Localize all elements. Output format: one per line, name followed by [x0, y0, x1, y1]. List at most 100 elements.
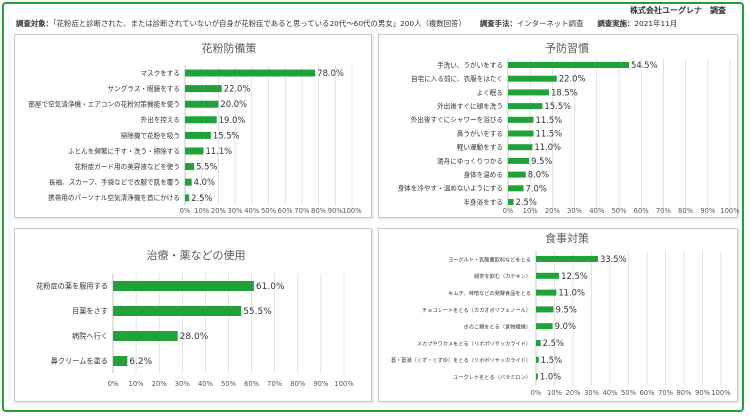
habit-category-label: 軽い運動をする	[457, 143, 503, 152]
chart-panel-pollen-defense: 花粉防備策 0% 10% 20% 30% 40% 50% 60% 70% 80% 90% 100% マス…	[14, 34, 372, 218]
survey-date-label: 調査実施：	[597, 19, 635, 28]
diet-category-label: ヨーグルト・乳酸菌飲料などをとる	[448, 255, 531, 263]
pollen-category-label: 携帯用のパーソナル空気清浄機を首にかける	[48, 193, 180, 202]
habit-tick-label: 10%	[523, 207, 539, 215]
diet-value-label: 11.0%	[558, 288, 585, 298]
habit-value-label: 54.5%	[631, 60, 658, 70]
habit-tick-label: 100%	[720, 207, 739, 215]
treatment-tick-label: 60%	[244, 380, 260, 388]
diet-tick-label: 100%	[711, 389, 731, 397]
pollen-bar	[185, 85, 222, 93]
habit-tick-label: 20%	[545, 207, 561, 215]
survey-date-text: 2021年11月	[634, 19, 678, 28]
survey-info: 調査対象：「花粉症と診断された、または診断されていないが自身が花粉症であると思っ…	[16, 18, 677, 29]
treatment-bar	[113, 306, 242, 316]
chart-pollen-defense: 花粉防備策 0% 10% 20% 30% 40% 50% 60% 70% 80% 90% 100% マス…	[28, 41, 362, 215]
pollen-tick-label: 40%	[244, 207, 260, 215]
pollen-value-label: 11.1%	[206, 146, 233, 156]
habit-category-label: 鼻うがいをする	[457, 129, 503, 138]
diet-category-label: 葛・葛湯（くず・くずゆ）をとる（リボポリサッカライド）	[391, 356, 531, 364]
treatment-category-label: 病院へ行く	[72, 331, 108, 340]
habit-value-label: 15.5%	[544, 101, 571, 111]
treatment-value-label: 28.0%	[180, 332, 209, 342]
pollen-category-label: 掃除機で花粉を吸う	[121, 131, 180, 140]
diet-category-label: きのこ類をとる（食物繊維）	[464, 323, 531, 331]
habit-value-label: 18.5%	[551, 87, 578, 97]
diet-category-label: チョコレートをとる（カカオポリフェノール）	[422, 306, 531, 314]
treatment-tick-label: 80%	[290, 380, 306, 388]
survey-target-label: 調査対象：	[16, 19, 53, 28]
treatment-tick-label: 0%	[108, 380, 119, 388]
habit-tick-label: 70%	[656, 207, 672, 215]
chart-panel-diet: 食事対策 0% 10% 20% 30% 40% 50% 60% 70% 80% 90% 100% ヨーグ…	[378, 228, 738, 402]
habit-tick-label: 80%	[678, 207, 694, 215]
diet-bar	[536, 356, 539, 363]
diet-category-label: 緑茶を飲む（カテキン）	[474, 272, 531, 280]
diet-value-label: 12.5%	[561, 271, 588, 281]
treatment-value-label: 55.5%	[243, 307, 272, 317]
habit-bar	[508, 116, 534, 123]
habit-bar	[508, 199, 514, 205]
survey-method-text: インターネット調査	[516, 19, 584, 28]
habit-category-label: 半身浴をする	[463, 197, 503, 206]
chart-panel-prevention-habits: 予防習慣 0% 10% 20% 30% 40% 50% 60% 70% 80% 90% 100% 手洗い…	[378, 34, 739, 218]
pollen-category-label: 外出を控える	[141, 115, 180, 124]
pollen-tick-label: 50%	[261, 207, 277, 215]
pollen-value-label: 78.0%	[317, 68, 344, 78]
treatment-category-label: 鼻クリームを塗る	[51, 356, 108, 365]
diet-category-label: メカブやワカメをとる（リボポリサッカライド）	[417, 339, 531, 347]
pollen-category-label: サングラス・眼鏡をする	[108, 84, 180, 93]
habit-value-label: 11.5%	[536, 115, 563, 125]
habit-tick-label: 40%	[589, 207, 605, 215]
pollen-category-label: 長袖、スカーフ、手袋などで衣服で肌を覆う	[49, 178, 180, 187]
habit-value-label: 7.0%	[526, 183, 547, 193]
habit-category-label: 外出後すぐにシャワーを浴びる	[411, 115, 503, 124]
habit-value-label: 8.0%	[528, 170, 549, 180]
pollen-tick-label: 100%	[342, 207, 362, 215]
pollen-value-label: 4.0%	[194, 177, 215, 187]
pollen-category-label: 部屋で空気清浄機・エアコンの花粉対策機能を使う	[28, 100, 180, 109]
treatment-value-label: 6.2%	[129, 357, 152, 367]
survey-method-label: 調査手法：	[479, 19, 517, 28]
treatment-chart-title: 治療・薬などの使用	[147, 248, 246, 262]
pollen-bar	[185, 194, 190, 202]
habit-bar	[508, 75, 557, 82]
diet-bar	[536, 272, 560, 279]
diet-tick-label: 90%	[695, 389, 711, 397]
pollen-value-label: 20.0%	[220, 99, 247, 109]
habit-category-label: 湯舟にゆっくりつかる	[437, 156, 503, 165]
habit-bar	[508, 130, 534, 137]
treatment-tick-label: 90%	[313, 380, 329, 388]
habit-tick-label: 0%	[503, 207, 514, 215]
habit-value-label: 11.5%	[536, 129, 563, 139]
pollen-bar	[185, 116, 217, 124]
pollen-value-label: 5.5%	[196, 162, 217, 172]
pollen-tick-label: 60%	[278, 207, 294, 215]
chart-panel-treatment: 治療・薬などの使用 0% 10% 20% 30% 40% 50% 60% 70% 80% 90% 10…	[14, 228, 372, 402]
pollen-value-label: 19.0%	[219, 115, 246, 125]
habit-category-label: 自宅に入る前に、衣服をはたく	[411, 74, 503, 83]
chart-treatment: 治療・薬などの使用 0% 10% 20% 30% 40% 50% 60% 70% 80% 90% 10…	[36, 248, 354, 388]
habit-tick-label: 90%	[700, 207, 716, 215]
diet-bar	[536, 323, 553, 330]
diet-bar	[536, 373, 538, 380]
treatment-tick-label: 40%	[198, 380, 214, 388]
habit-category-label: 身体を冷やす・温めないようにする	[398, 184, 503, 193]
diet-value-label: 1.5%	[541, 355, 562, 365]
habit-bar	[508, 157, 530, 164]
habit-category-label: 手洗い、うがいをする	[437, 60, 503, 69]
diet-category-label: キムチ、味噌などの発酵食品をとる	[448, 289, 531, 297]
diet-tick-label: 80%	[676, 389, 692, 397]
treatment-value-label: 61.0%	[256, 282, 285, 292]
habit-bar	[508, 144, 533, 151]
treatment-tick-label: 10%	[129, 380, 145, 388]
pollen-tick-label: 90%	[328, 207, 344, 215]
treatment-bar	[113, 356, 128, 366]
pollen-tick-label: 70%	[294, 207, 310, 215]
treatment-tick-label: 70%	[267, 380, 283, 388]
diet-tick-label: 50%	[621, 389, 637, 397]
treatment-tick-label: 50%	[221, 380, 237, 388]
habit-value-label: 2.5%	[516, 197, 537, 207]
treatment-tick-label: 100%	[334, 380, 354, 388]
diet-tick-label: 20%	[565, 389, 581, 397]
